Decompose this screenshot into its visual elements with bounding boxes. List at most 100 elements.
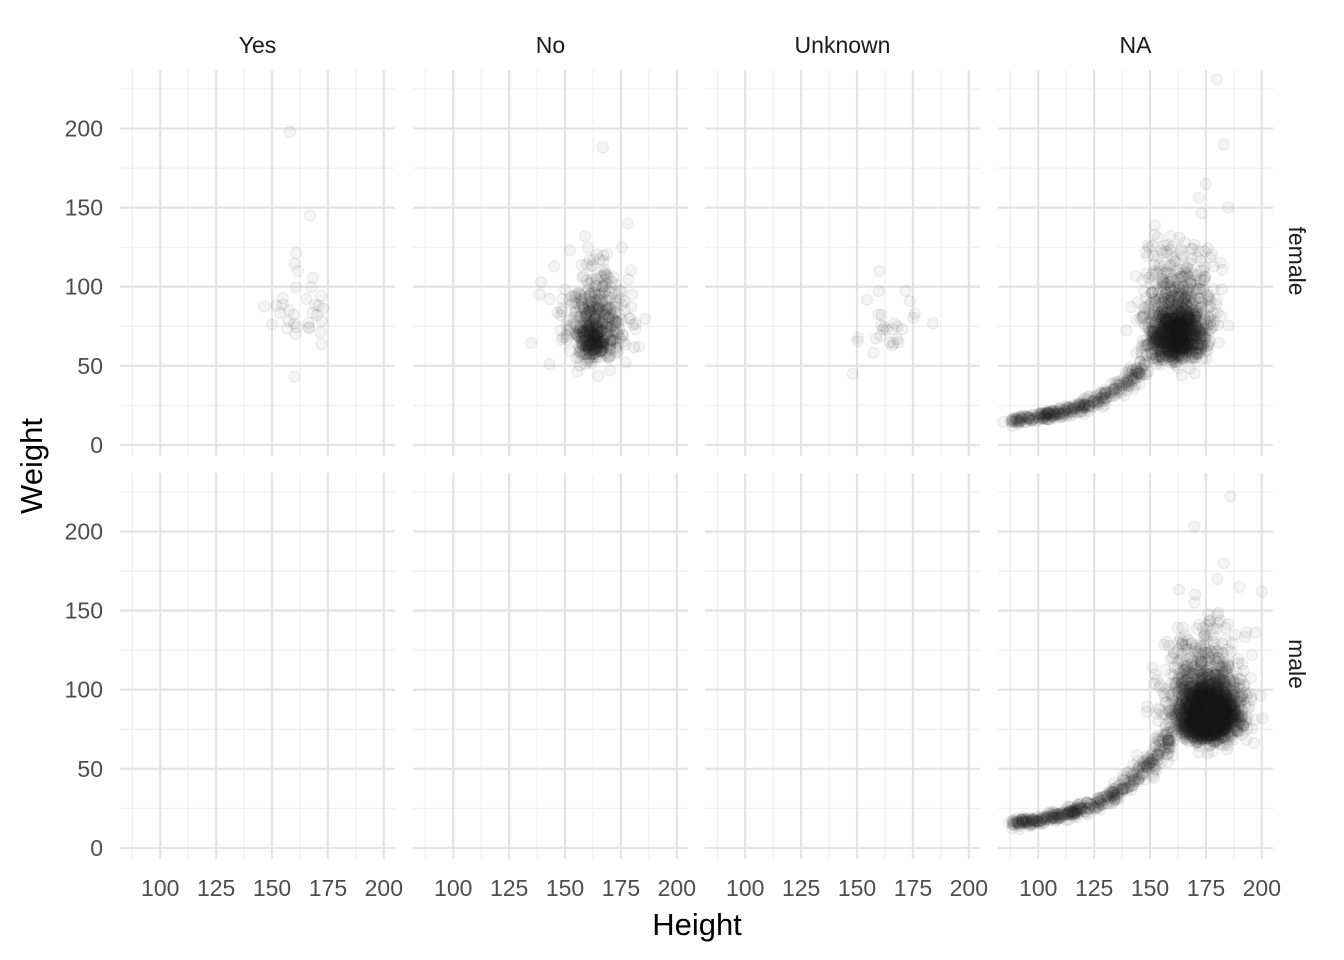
data-point (1185, 253, 1198, 266)
data-point (602, 326, 616, 339)
facet-panel-na-female (998, 70, 1273, 456)
data-point (600, 248, 614, 261)
data-point (581, 324, 595, 337)
data-point (610, 325, 624, 338)
data-point (599, 337, 612, 351)
data-point (596, 288, 609, 301)
data-point (621, 217, 634, 230)
data-point (557, 331, 570, 344)
data-point (622, 273, 635, 286)
data-point (1009, 415, 1022, 428)
data-point (588, 330, 602, 343)
data-point (1079, 401, 1092, 414)
data-point (565, 290, 578, 303)
data-point (577, 270, 590, 283)
data-point (597, 334, 610, 347)
data-point (563, 244, 577, 257)
data-point (574, 309, 587, 322)
data-point (1025, 814, 1038, 827)
data-point (612, 337, 625, 351)
data-point (597, 280, 610, 293)
data-point (1140, 349, 1153, 363)
data-point (846, 367, 859, 380)
data-point (926, 317, 940, 330)
points-na-male (1002, 490, 1269, 835)
data-point (618, 304, 631, 317)
data-point (592, 302, 606, 315)
data-point (624, 264, 638, 277)
data-point (603, 338, 616, 351)
data-point (590, 248, 603, 261)
data-point (582, 339, 595, 352)
data-point (588, 286, 601, 299)
data-point (582, 295, 596, 308)
data-point (584, 306, 598, 319)
data-point (607, 324, 620, 337)
data-point (601, 338, 614, 351)
data-point (595, 296, 609, 310)
data-point (1180, 325, 1193, 338)
data-point (583, 253, 596, 266)
data-point (590, 294, 603, 307)
data-point (899, 284, 912, 297)
data-point (1164, 304, 1178, 317)
data-point (586, 331, 600, 344)
data-point (1161, 238, 1175, 251)
data-point (1199, 177, 1213, 190)
data-point (1210, 73, 1224, 86)
data-point (581, 322, 594, 335)
data-point (609, 334, 623, 347)
data-point (582, 341, 595, 354)
data-point (575, 258, 588, 272)
data-point (609, 316, 623, 329)
data-point (290, 246, 303, 259)
data-point (860, 293, 874, 306)
data-point (1160, 266, 1173, 279)
data-point (1120, 324, 1133, 337)
data-point (601, 327, 614, 340)
data-point (623, 312, 636, 325)
data-point (578, 313, 592, 326)
data-point (555, 292, 569, 306)
data-point (578, 318, 592, 331)
data-point (602, 351, 616, 364)
data-point (595, 280, 609, 293)
data-point (270, 299, 283, 312)
data-point (590, 312, 603, 325)
data-point (588, 345, 601, 358)
data-point (598, 331, 611, 344)
data-point (554, 324, 567, 337)
data-point (596, 324, 609, 337)
data-point (581, 241, 595, 254)
data-point (543, 358, 556, 371)
data-point (888, 317, 901, 330)
data-point (1146, 325, 1159, 338)
data-point (288, 257, 301, 270)
data-point (1088, 797, 1101, 810)
data-point (603, 364, 617, 377)
data-point (1035, 407, 1048, 420)
data-point (593, 315, 606, 328)
data-point (534, 276, 548, 289)
data-point (591, 337, 604, 350)
data-point (574, 314, 587, 327)
data-point (588, 334, 602, 347)
data-point (875, 308, 888, 321)
data-point (291, 264, 304, 278)
data-point (585, 300, 599, 314)
data-point (583, 336, 596, 349)
data-point (572, 310, 586, 323)
data-point (592, 319, 605, 333)
data-point (1197, 322, 1211, 335)
data-point (583, 322, 596, 335)
data-point (578, 287, 591, 300)
data-point (596, 318, 610, 331)
data-point (602, 302, 615, 315)
data-point (579, 310, 592, 324)
data-point (602, 311, 616, 324)
data-point (563, 293, 576, 306)
data-point (593, 350, 606, 364)
data-point (607, 326, 621, 339)
data-point (580, 307, 594, 320)
data-point (584, 354, 597, 368)
